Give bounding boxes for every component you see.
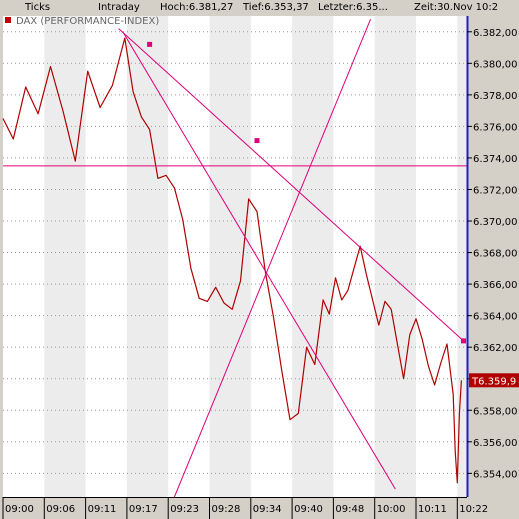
x-tick-label: 09:23 — [170, 504, 199, 515]
time-stripe — [44, 16, 86, 497]
y-tick-label: 6.364,00 — [473, 312, 518, 323]
last-value: Letzter:6.35... — [318, 2, 388, 13]
x-axis-panel — [0, 497, 519, 519]
x-tick-label: 09:28 — [212, 504, 241, 515]
price-line — [2, 37, 462, 484]
x-tick-label: 09:34 — [253, 504, 282, 515]
y-tick-label: 6.374,00 — [473, 154, 518, 165]
trendline[interactable] — [118, 28, 464, 342]
time-stripe — [292, 16, 334, 497]
x-tick-label: 09:17 — [129, 504, 158, 515]
legend-swatch — [5, 17, 11, 23]
trendline-handle[interactable] — [460, 338, 466, 344]
high-value: Hoch:6.381,27 — [160, 2, 234, 13]
y-tick-label: 6.366,00 — [473, 280, 518, 291]
x-tick-label: 10:11 — [418, 504, 447, 515]
x-tick-label: 10:22 — [459, 504, 488, 515]
x-tick-label: 09:06 — [46, 504, 75, 515]
y-tick-label: 6.368,00 — [473, 249, 518, 260]
x-tick-label: 09:00 — [5, 504, 34, 515]
trendline[interactable] — [122, 31, 396, 490]
y-tick-label: 6.376,00 — [473, 122, 518, 133]
time-value: Zeit:30.Nov 10:2 — [414, 2, 499, 13]
period-label[interactable]: Intraday — [98, 2, 140, 13]
y-axis-panel — [467, 16, 519, 497]
y-tick-label: 6.382,00 — [473, 28, 518, 39]
y-tick-label: 6.370,00 — [473, 217, 518, 228]
x-tick-label: 09:11 — [88, 504, 117, 515]
y-tick-label: 6.354,00 — [473, 469, 518, 480]
y-tick-label: 6.380,00 — [473, 59, 518, 70]
low-value: Tief:6.353,37 — [243, 2, 309, 13]
time-stripe — [209, 16, 251, 497]
resolution-label[interactable]: Ticks — [25, 2, 51, 13]
y-tick-label: 6.362,00 — [473, 343, 518, 354]
y-tick-label: 6.372,00 — [473, 185, 518, 196]
x-tick-label: 09:40 — [294, 504, 323, 515]
trendline-handle[interactable] — [147, 41, 153, 47]
last-price-badge — [469, 373, 519, 388]
trendline[interactable] — [173, 18, 372, 497]
time-stripe — [374, 16, 416, 497]
x-tick-label: 09:48 — [335, 504, 364, 515]
trendline-handle[interactable] — [254, 138, 260, 144]
chart-title: DAX (PERFORMANCE-INDEX) — [16, 16, 159, 27]
x-tick-label: 10:00 — [377, 504, 406, 515]
y-tick-label: 6.378,00 — [473, 91, 518, 102]
y-tick-label: 6.356,00 — [473, 438, 518, 449]
header-bar: Ticks Intraday Hoch:6.381,27 Tief:6.353,… — [0, 0, 519, 16]
y-tick-label: 6.358,00 — [473, 406, 518, 417]
last-price-label: T6.359,9 — [471, 376, 516, 387]
